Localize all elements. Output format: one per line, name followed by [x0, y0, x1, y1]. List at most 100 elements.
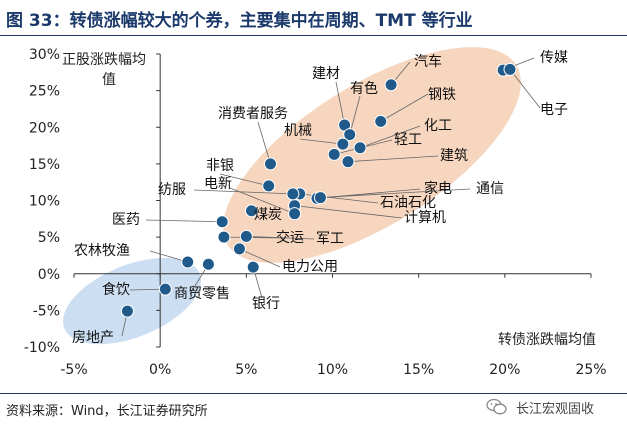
data-point	[353, 141, 367, 155]
x-axis-label: 转债涨跌幅均值	[498, 332, 596, 348]
wechat-icon	[486, 398, 507, 415]
leader-line	[347, 155, 439, 163]
footer-divider	[0, 393, 627, 394]
cluster-cyclical-tmt	[223, 47, 521, 263]
leader-line	[145, 219, 223, 223]
data-point	[120, 304, 134, 318]
leader-line	[509, 69, 541, 109]
data-point	[181, 255, 195, 269]
leader-line	[335, 81, 345, 126]
point-label: 有色	[350, 80, 378, 97]
data-point	[343, 128, 357, 142]
data-point	[217, 230, 231, 244]
y-tick-label: 0%	[38, 267, 60, 283]
x-tick-label: 20%	[489, 362, 520, 378]
leader-line	[239, 248, 281, 268]
leader-line	[246, 235, 315, 240]
leader-line	[299, 138, 343, 145]
data-point	[313, 191, 327, 205]
leader-line	[294, 205, 403, 219]
point-label: 建材	[312, 66, 340, 82]
point-label: 传媒	[540, 50, 568, 66]
y-axis-label: 正股涨跌幅均	[62, 52, 146, 68]
x-tick-label: -5%	[60, 362, 87, 378]
leader-line	[359, 125, 421, 149]
figure-title-bar: 图 33：转债涨幅较大的个券，主要集中在周期、TMT 等行业	[0, 0, 627, 36]
data-points	[120, 62, 517, 318]
data-point	[384, 78, 398, 92]
point-label: 化工	[424, 118, 452, 134]
figure-title: 图 33：转债涨幅较大的个券，主要集中在周期、TMT 等行业	[6, 11, 473, 31]
point-label: 电力公用	[282, 259, 338, 275]
x-tick-label: 10%	[317, 362, 348, 378]
data-point	[262, 179, 276, 193]
point-label: 计算机	[404, 210, 446, 226]
point-label: 机械	[284, 123, 312, 139]
data-point	[327, 147, 341, 161]
data-point	[503, 62, 517, 76]
source-note: 资料来源：Wind，长江证券研究所	[6, 404, 208, 419]
leader-line	[349, 95, 361, 135]
y-tick-label: -5%	[33, 303, 60, 319]
x-tick-label: 25%	[575, 362, 606, 378]
point-label: 钢铁	[428, 87, 456, 103]
y-tick-label: 15%	[29, 157, 60, 173]
leader-line	[320, 188, 471, 198]
point-label: 电新	[204, 176, 232, 192]
y-tick-label: 30%	[29, 47, 60, 63]
point-label: 军工	[316, 231, 344, 247]
point-label: 建筑	[440, 148, 468, 164]
data-point	[232, 242, 246, 256]
leader-line	[229, 187, 295, 215]
data-point	[341, 155, 355, 169]
cluster-defensive	[62, 257, 202, 345]
data-point	[263, 157, 277, 171]
data-point	[374, 114, 388, 128]
y-tick-label: 10%	[29, 194, 60, 210]
data-point	[246, 260, 260, 274]
watermark-text: 长江宏观固收	[516, 402, 595, 417]
data-point	[215, 215, 229, 229]
point-label: 医药	[112, 212, 140, 228]
point-label: 石油石化	[380, 195, 436, 211]
point-label: 银行	[252, 296, 280, 312]
leader-line	[257, 121, 271, 164]
data-point	[158, 282, 172, 296]
leader-line	[219, 173, 269, 187]
y-tick-label: 25%	[29, 84, 60, 100]
title-divider	[0, 35, 627, 36]
data-point	[245, 204, 259, 218]
point-label: 纺服	[158, 182, 186, 198]
point-label: 房地产	[72, 330, 114, 346]
point-label: 食饮	[102, 281, 130, 298]
point-label: 非银	[206, 158, 234, 174]
y-tick-label: 20%	[29, 120, 60, 136]
data-point	[239, 229, 253, 243]
leader-line	[193, 189, 293, 195]
point-label: 煤炭	[254, 207, 282, 223]
point-label: 消费者服务	[218, 106, 288, 122]
point-label: 商贸零售	[174, 286, 230, 302]
data-point	[336, 137, 350, 151]
point-label: 电子	[540, 102, 568, 118]
x-tick-label: 5%	[235, 362, 257, 378]
leader-line	[380, 93, 429, 122]
x-tick-label: 0%	[149, 362, 171, 378]
y-tick-label: -10%	[24, 340, 60, 356]
point-label: 通信	[476, 181, 504, 197]
chart-axes: -5% 0% 5% 10% 15% 20% 25%-10%-5%0%5%10%15%20%2…	[24, 47, 607, 378]
leader-line	[149, 250, 188, 263]
point-label: 家电	[424, 180, 452, 197]
data-point	[201, 257, 215, 271]
data-point	[286, 187, 300, 201]
watermark: 长江宏观固收	[486, 396, 622, 418]
point-label: 汽车	[414, 53, 442, 70]
data-point	[288, 207, 302, 221]
y-axis-label-cont: 值	[102, 72, 116, 88]
point-label: 交运	[276, 229, 304, 246]
x-tick-label: 15%	[403, 362, 434, 378]
y-tick-label: 5%	[38, 230, 60, 246]
point-label: 农林牧渔	[74, 243, 130, 259]
scatter-chart: -5% 0% 5% 10% 15% 20% 25%-10%-5%0%5%10%15%20%2…	[24, 47, 607, 378]
